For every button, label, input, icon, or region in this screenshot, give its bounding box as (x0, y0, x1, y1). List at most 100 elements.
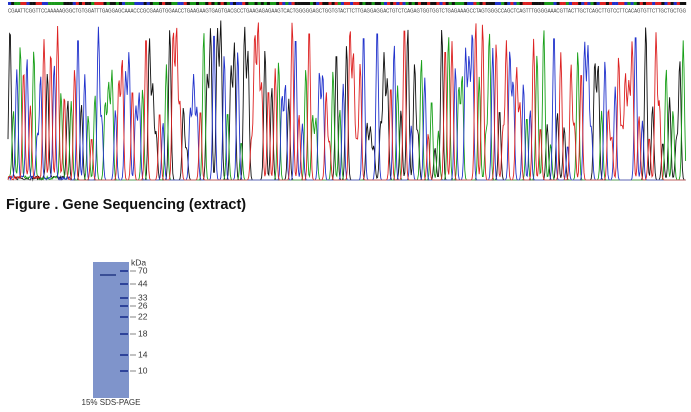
base-cell (571, 2, 576, 5)
base-cell (195, 2, 200, 5)
base-cell (639, 2, 644, 5)
base-cell (356, 2, 360, 5)
base-cell (115, 2, 120, 5)
base-cell (531, 2, 536, 5)
base-cell (128, 2, 132, 5)
base-cell (57, 2, 61, 5)
base-cell (106, 2, 110, 5)
base-cell (260, 2, 264, 5)
base-cell (137, 2, 141, 5)
base-cell (445, 2, 449, 5)
base-cell (436, 2, 440, 5)
ladder-band (120, 305, 128, 307)
base-cell (380, 2, 385, 5)
base-cell (44, 2, 49, 5)
base-cell (516, 2, 520, 5)
base-cell (664, 2, 668, 5)
base-cell (122, 2, 126, 5)
base-cell (451, 2, 456, 5)
base-cell (168, 2, 172, 5)
ladder-band (120, 370, 128, 372)
base-cell (171, 2, 175, 5)
base-cell (457, 2, 462, 5)
base-cell (162, 2, 166, 5)
base-cell (470, 2, 474, 5)
base-cell (491, 2, 496, 5)
base-cell (538, 2, 542, 5)
base-cell (269, 2, 274, 5)
base-cell (291, 2, 295, 5)
base-cell (81, 2, 86, 5)
base-cell (313, 2, 317, 5)
base-cell (174, 2, 178, 5)
base-cell (165, 2, 169, 5)
base-cell (202, 2, 206, 5)
marker-label: 14 (138, 349, 148, 359)
base-cell (464, 2, 468, 5)
base-cell (593, 2, 597, 5)
marker-label: 18 (138, 328, 148, 338)
base-cell (504, 2, 508, 5)
base-cell (430, 2, 434, 5)
base-cell (254, 2, 258, 5)
base-cell (143, 2, 147, 5)
base-cell (303, 2, 308, 5)
base-cell (8, 2, 12, 5)
base-cell (550, 2, 554, 5)
base-cell (359, 2, 363, 5)
base-cell (501, 2, 505, 5)
base-cell (192, 2, 197, 5)
base-cell (350, 2, 354, 5)
base-cell (306, 2, 311, 5)
base-cell (294, 2, 298, 5)
base-cell (140, 2, 144, 5)
base-cell (667, 2, 671, 5)
base-cell (420, 2, 425, 5)
base-cell (205, 2, 209, 5)
base-cell (534, 2, 539, 5)
base-cell (146, 2, 150, 5)
base-cell (655, 2, 659, 5)
base-cell (63, 2, 67, 5)
gel-caption: 15% SDS-PAGE (82, 398, 141, 407)
base-cell (642, 2, 647, 5)
base-cell (131, 2, 135, 5)
base-cell (624, 2, 628, 5)
base-cell (149, 2, 154, 5)
base-cell (485, 2, 489, 5)
base-cell (199, 2, 203, 5)
marker-label: 33 (138, 292, 148, 302)
base-cell (476, 2, 480, 5)
base-cell (300, 2, 305, 5)
base-cell (553, 2, 557, 5)
base-cell (60, 2, 64, 5)
base-cell (559, 2, 563, 5)
base-cell (652, 2, 656, 5)
marker-label: 70 (138, 265, 148, 275)
base-cell (183, 2, 187, 5)
base-cell (263, 2, 268, 5)
base-cell (23, 2, 27, 5)
base-cell (630, 2, 634, 5)
base-cell (103, 2, 107, 5)
base-cell (189, 2, 194, 5)
base-cell (658, 2, 662, 5)
base-cell (155, 2, 160, 5)
ladder-band (120, 333, 128, 335)
base-cell (371, 2, 375, 5)
base-cell (337, 2, 342, 5)
base-cell (488, 2, 493, 5)
base-cell (387, 2, 391, 5)
base-cell (390, 2, 394, 5)
base-cell (245, 2, 249, 5)
base-cell (353, 2, 357, 5)
base-cell (618, 2, 622, 5)
base-cell (288, 2, 292, 5)
base-cell (276, 2, 280, 5)
base-cell (365, 2, 369, 5)
base-cell (605, 2, 610, 5)
base-cell (100, 2, 104, 5)
base-cell (547, 2, 551, 5)
base-cell (159, 2, 163, 5)
unit-label: kDa (131, 257, 146, 267)
